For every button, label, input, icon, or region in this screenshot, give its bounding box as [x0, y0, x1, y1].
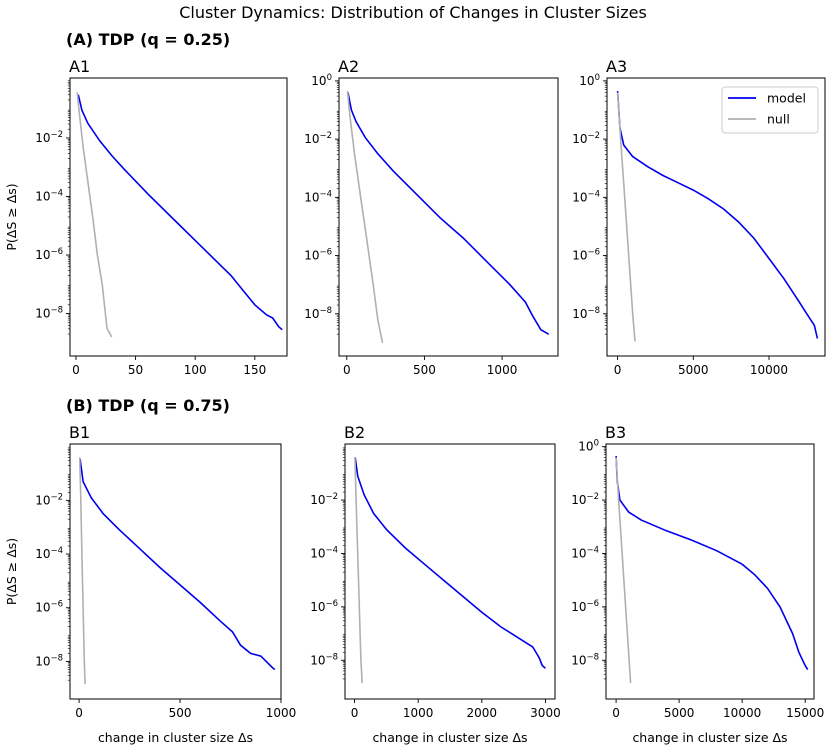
y-tick-label: 10−6: [35, 247, 63, 262]
row-title-a: (A) TDP (q = 0.25): [66, 30, 230, 49]
x-axis-label: change in cluster size Δs: [632, 730, 787, 745]
y-tick-label: 10−2: [35, 492, 63, 507]
y-tick-label: 100: [311, 73, 332, 88]
row-title-b: (B) TDP (q = 0.75): [66, 396, 230, 415]
x-tick-label: 2000: [467, 706, 498, 720]
y-tick-label: 10−6: [571, 599, 599, 614]
axes-frame: [344, 443, 556, 700]
y-tick-label: 100: [578, 439, 599, 454]
x-tick-label: 0: [75, 706, 83, 720]
x-tick-label: 0: [351, 706, 359, 720]
axes-frame: [606, 77, 826, 357]
panel-title: A1: [69, 57, 90, 76]
x-tick-label: 1000: [266, 706, 297, 720]
series-line-null: [78, 457, 86, 685]
series-line-null: [616, 92, 636, 342]
legend: model null: [721, 86, 819, 134]
axes-frame: [338, 77, 559, 357]
y-tick-label: 10−2: [35, 130, 63, 145]
series-line-model: [615, 455, 809, 671]
y-tick-label: 10−8: [35, 653, 63, 668]
x-tick-label: 1000: [403, 706, 434, 720]
x-axis-label: change in cluster size Δs: [98, 730, 253, 745]
series-line-model: [354, 457, 547, 669]
panel-A1: A1 10−2 10−4 10−6 10−8 0 50 100 150 P(ΔS ≥ Δs): [4, 57, 288, 377]
panel-title: B1: [69, 423, 90, 442]
y-tick-label: 10−2: [571, 492, 599, 507]
panel-A3: A3 100 10−2 10−4 10−6 10−8 0 5000 10000 model null: [572, 57, 826, 377]
x-tick-label: 0: [72, 363, 80, 377]
y-tick-label: 10−8: [571, 652, 599, 667]
x-tick-label: 3000: [530, 706, 561, 720]
y-tick-label: 10−4: [571, 545, 599, 560]
panel-A2: A2 100 10−2 10−4 10−6 10−8 0 500 1000: [304, 57, 559, 377]
y-axis-label: P(ΔS ≥ Δs): [4, 183, 19, 250]
x-tick-label: 500: [413, 363, 436, 377]
panel-title: A2: [338, 57, 359, 76]
y-tick-label: 10−2: [310, 492, 338, 507]
axes-frame: [69, 77, 288, 357]
panel-B3: B3 100 10−2 10−4 10−6 10−8 0 5000 10000 15000 chan…: [571, 423, 824, 745]
x-tick-label: 500: [169, 706, 192, 720]
series-line-model: [77, 94, 283, 331]
x-tick-label: 50: [128, 363, 143, 377]
x-tick-label: 100: [184, 363, 207, 377]
y-axis-label: P(ΔS ≥ Δs): [4, 538, 19, 605]
x-tick-label: 0: [612, 706, 620, 720]
series-line-null: [76, 92, 113, 338]
legend-label-null: null: [767, 112, 790, 127]
legend-label-model: model: [767, 91, 806, 106]
axes-frame: [605, 443, 815, 700]
y-tick-label: 10−2: [304, 131, 332, 146]
y-tick-label: 100: [579, 73, 600, 88]
y-tick-label: 10−4: [572, 189, 600, 204]
x-tick-label: 150: [243, 363, 266, 377]
series-line-model: [79, 458, 276, 671]
y-tick-label: 10−6: [310, 599, 338, 614]
panel-title: B3: [605, 423, 626, 442]
x-tick-label: 1000: [487, 363, 518, 377]
y-tick-label: 10−6: [572, 248, 600, 263]
x-tick-label: 15000: [786, 706, 824, 720]
y-tick-label: 10−8: [310, 652, 338, 667]
panel-B1: B1 10−2 10−4 10−6 10−8 0 500 1000 P(ΔS ≥ Δs) chan…: [4, 423, 296, 745]
y-tick-label: 10−6: [35, 600, 63, 615]
series-line-null: [346, 91, 384, 344]
panels-layer: A1 10−2 10−4 10−6 10−8 0 50 100 150 P(ΔS ≥ Δs) A2 1…: [4, 57, 826, 745]
x-tick-label: 10000: [750, 363, 788, 377]
series-line-null: [615, 457, 632, 684]
series-line-model: [616, 91, 819, 339]
y-tick-label: 10−4: [310, 545, 338, 560]
y-tick-label: 10−4: [35, 546, 63, 561]
y-tick-label: 10−2: [572, 131, 600, 146]
x-tick-label: 0: [614, 363, 622, 377]
y-tick-label: 10−4: [304, 189, 332, 204]
y-tick-label: 10−4: [35, 189, 63, 204]
x-axis-label: change in cluster size Δs: [372, 730, 527, 745]
series-line-model: [347, 92, 550, 335]
x-tick-label: 0: [343, 363, 351, 377]
y-tick-label: 10−8: [572, 306, 600, 321]
series-line-null: [354, 457, 363, 684]
figure-title: Cluster Dynamics: Distribution of Change…: [179, 3, 647, 22]
axes-frame: [69, 443, 282, 700]
x-tick-label: 5000: [678, 363, 709, 377]
y-tick-label: 10−8: [304, 306, 332, 321]
panel-title: A3: [606, 57, 627, 76]
y-tick-label: 10−6: [304, 248, 332, 263]
x-tick-label: 10000: [723, 706, 761, 720]
panel-title: B2: [344, 423, 365, 442]
y-tick-label: 10−8: [35, 306, 63, 321]
x-tick-label: 5000: [664, 706, 695, 720]
